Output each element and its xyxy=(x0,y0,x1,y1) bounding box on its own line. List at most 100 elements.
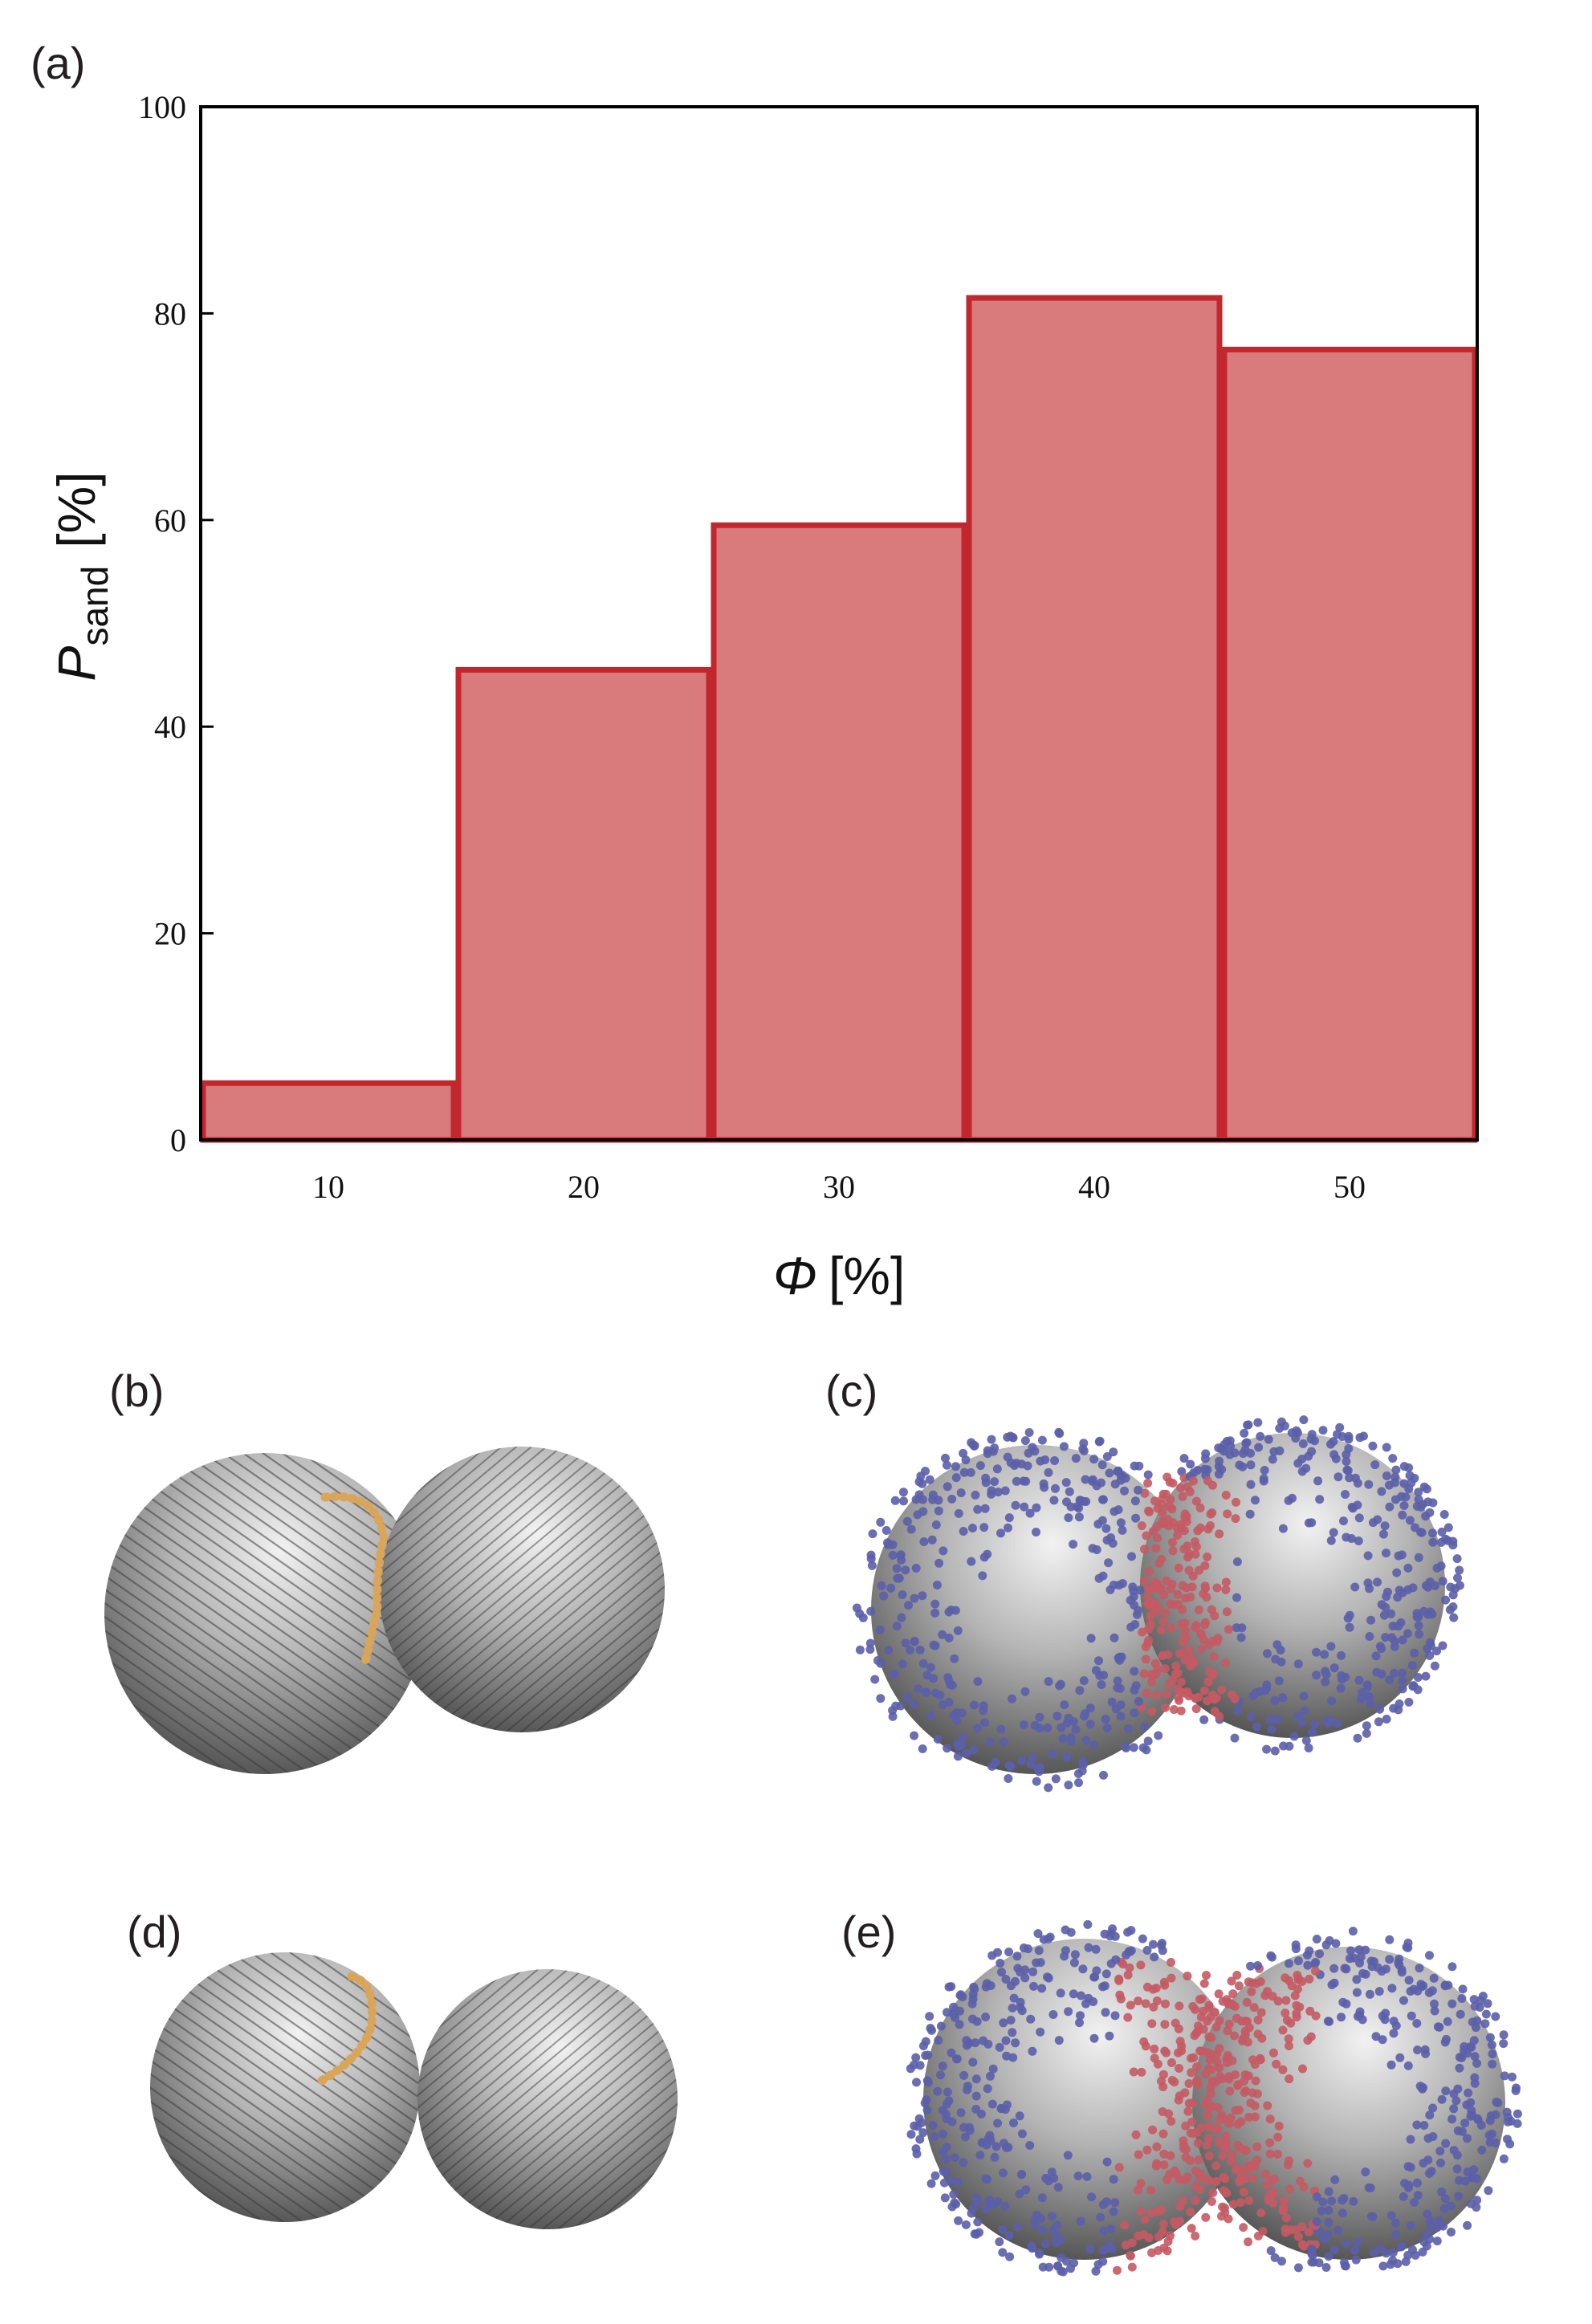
ligand-dot xyxy=(852,1603,861,1613)
ligand-dot xyxy=(1203,2111,1213,2120)
ligand-dot xyxy=(1382,1715,1391,1724)
ligand-dot xyxy=(970,2229,979,2239)
ligand-dot xyxy=(1205,2055,1215,2065)
ligand-dot xyxy=(1158,2070,1168,2079)
ligand-dot xyxy=(1006,2016,1016,2025)
ligand-dot xyxy=(1265,2114,1275,2124)
ligand-dot xyxy=(1180,1655,1190,1665)
ligand-dot xyxy=(1106,1928,1116,1938)
ligand-dot xyxy=(1330,2175,1340,2184)
ligand-dot xyxy=(944,1982,954,1992)
ligand-dot xyxy=(1137,2067,1146,2077)
ligand-dot xyxy=(987,1486,996,1496)
ligand-dot xyxy=(1201,1618,1211,1627)
ligand-dot xyxy=(1043,1723,1053,1732)
ligand-dot xyxy=(1053,2220,1062,2230)
ligand-dot xyxy=(1312,1935,1321,1943)
ligand-dot xyxy=(1298,2064,1307,2074)
ligand-dot xyxy=(1193,2139,1203,2148)
ligand-dot xyxy=(1171,1661,1181,1671)
ligand-dot xyxy=(1324,2252,1333,2261)
bar-50 xyxy=(1221,346,1478,1143)
ligand-dot xyxy=(1457,2127,1467,2136)
ligand-dot xyxy=(1129,1592,1138,1602)
ligand-dot xyxy=(1060,1700,1069,1710)
ligand-dot xyxy=(1463,2134,1472,2143)
chain-b xyxy=(320,1492,389,1667)
ligand-dot xyxy=(1044,1973,1053,1983)
ligand-dot xyxy=(1345,1610,1354,1620)
panel-b-illustration xyxy=(104,1447,665,1774)
x-axis-unit: [%] xyxy=(829,1246,905,1305)
ligand-dot xyxy=(1341,1672,1350,1682)
ligand-dot xyxy=(991,2142,1001,2151)
ligand-dot xyxy=(1224,1625,1233,1634)
ligand-dot xyxy=(1081,1475,1090,1484)
ligand-dot xyxy=(1323,2017,1333,2026)
ligand-dot xyxy=(1063,2151,1073,2160)
ligand-dot xyxy=(1116,1700,1126,1710)
ligand-dot xyxy=(979,1701,988,1711)
ligand-dot xyxy=(935,1691,945,1700)
ligand-dot xyxy=(1081,1999,1090,2009)
ligand-dot xyxy=(1324,2187,1333,2196)
ligand-dot xyxy=(1441,2139,1451,2148)
ligand-dot xyxy=(942,2099,951,2109)
ligand-dot xyxy=(1230,1694,1240,1703)
ligand-dot xyxy=(956,1740,966,1750)
ligand-dot xyxy=(1182,1517,1191,1526)
ligand-dot xyxy=(959,1527,968,1536)
ligand-dot xyxy=(1270,1695,1280,1705)
ligand-dot xyxy=(1224,1999,1233,2009)
ligand-dot xyxy=(1437,2188,1447,2196)
ligand-dot xyxy=(950,2153,959,2163)
ligand-dot xyxy=(1214,2138,1224,2147)
ligand-dot xyxy=(967,2014,977,2024)
ligand-dot xyxy=(1244,2237,1253,2247)
ligand-dot xyxy=(921,2051,930,2060)
ligand-dot xyxy=(1455,1565,1464,1575)
ligand-dot xyxy=(1435,2022,1444,2032)
ligand-dot xyxy=(1193,1466,1203,1475)
ligand-dot xyxy=(1071,1454,1081,1463)
ligand-dot xyxy=(1049,1496,1059,1505)
ligand-dot xyxy=(930,1641,940,1650)
ligand-dot xyxy=(1469,1995,1479,2005)
ligand-dot xyxy=(1404,1484,1414,1494)
ligand-dot xyxy=(921,1467,930,1476)
ligand-dot xyxy=(855,1645,865,1654)
ligand-dot xyxy=(1139,2037,1149,2046)
ligand-dot xyxy=(928,1490,938,1500)
ligand-dot xyxy=(1016,1997,1025,2007)
ligand-dot xyxy=(1259,1476,1268,1486)
ligand-dot xyxy=(1484,2186,1493,2196)
ligand-dot xyxy=(1403,1938,1413,1948)
ligand-dot xyxy=(1159,2160,1169,2170)
ligand-dot xyxy=(1201,2212,1211,2222)
ligand-dot xyxy=(1165,1477,1175,1487)
ligand-dot xyxy=(1493,2098,1503,2107)
ligand-dot xyxy=(1101,1524,1111,1533)
ligand-dot xyxy=(1051,1774,1061,1784)
ligand-dot xyxy=(867,1561,877,1570)
ligand-dot xyxy=(949,2002,959,2012)
ligand-dot xyxy=(981,2013,991,2021)
ligand-dot xyxy=(1211,2161,1221,2171)
ligand-dot xyxy=(918,2041,928,2051)
chain-d xyxy=(312,1972,377,2088)
ligand-dot xyxy=(1085,1703,1095,1713)
ligand-dot xyxy=(1176,1619,1186,1629)
ligand-dot xyxy=(1191,2231,1200,2241)
ligand-dot xyxy=(1200,1561,1210,1570)
ligand-dot xyxy=(1398,1510,1407,1520)
ligand-dot xyxy=(1293,1975,1303,1984)
ligand-dot xyxy=(936,2021,946,2031)
ligand-dot xyxy=(1147,1677,1157,1687)
ligand-dot xyxy=(1491,2012,1500,2021)
ligand-dot xyxy=(897,1613,906,1622)
ligand-dot xyxy=(1061,1478,1071,1488)
ligand-dot xyxy=(941,2155,951,2164)
ligand-dot xyxy=(1430,1999,1439,2009)
ligand-dot xyxy=(1158,1508,1167,1517)
